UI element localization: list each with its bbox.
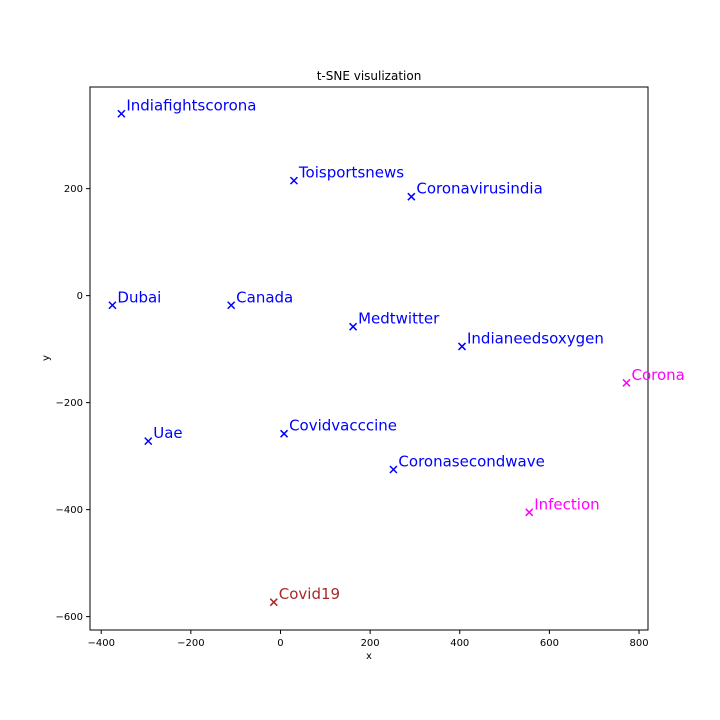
point-label: Toisportsnews (298, 164, 404, 182)
data-point: Coronavirusindia (407, 180, 543, 201)
data-point: Uae (144, 424, 183, 446)
point-label: Corona (631, 366, 684, 384)
x-marker (280, 429, 289, 438)
x-marker (227, 301, 236, 310)
plot-area (89, 86, 649, 631)
y-tick-label: 0 (77, 291, 83, 302)
data-point: Covidvacccine (280, 417, 397, 438)
x-tick-label: 200 (361, 638, 380, 649)
x-marker (389, 465, 398, 474)
x-axis-label: x (366, 651, 372, 662)
point-label: Coronasecondwave (398, 453, 544, 471)
x-tick-label: 600 (540, 638, 559, 649)
x-marker (289, 176, 298, 185)
data-point: Indianeedsoxygen (457, 329, 604, 351)
point-label: Covid19 (279, 585, 340, 603)
y-tick-label: −400 (56, 505, 83, 516)
point-label: Indianeedsoxygen (467, 329, 604, 347)
x-marker (117, 109, 126, 118)
point-label: Indiafightscorona (126, 97, 256, 115)
data-point: Coronasecondwave (389, 453, 545, 474)
x-tick-label: 0 (277, 638, 283, 649)
point-label: Covidvacccine (289, 417, 397, 435)
x-tick-label: 800 (629, 638, 648, 649)
x-marker (269, 598, 278, 607)
x-marker (457, 342, 467, 351)
x-tick-label: 400 (450, 638, 469, 649)
x-tick-label: −200 (177, 638, 204, 649)
point-label: Infection (534, 495, 599, 513)
y-axis-label: y (41, 355, 52, 361)
x-marker (407, 192, 416, 201)
x-marker (144, 437, 153, 446)
data-point: Dubai (108, 288, 161, 310)
data-point: Covid19 (269, 585, 340, 607)
y-tick-label: 200 (64, 184, 83, 195)
data-point: Indiafightscorona (117, 97, 256, 118)
data-point: Corona (622, 366, 685, 387)
scatter-points: Indiafightscorona Toisportsnews Coronaviru… (108, 97, 685, 607)
x-marker (525, 508, 534, 517)
x-marker (108, 301, 117, 310)
data-point: Canada (227, 288, 293, 310)
chart-title: t-SNE visulization (317, 69, 422, 83)
x-marker (349, 322, 358, 331)
point-label: Canada (236, 288, 293, 306)
data-point: Infection (525, 495, 600, 517)
x-tick-label: −400 (87, 638, 114, 649)
x-axis: −400 −200 0 200 400 600 800 (87, 630, 649, 649)
data-point: Toisportsnews (289, 164, 404, 185)
point-label: Dubai (117, 288, 161, 306)
y-tick-label: −200 (56, 398, 83, 409)
y-axis: −600 −400 −200 0 200 (56, 184, 90, 623)
y-tick-label: −600 (56, 612, 83, 623)
point-label: Uae (153, 424, 182, 442)
x-marker (622, 378, 631, 387)
point-label: Medtwitter (358, 310, 440, 328)
data-point: Medtwitter (349, 310, 440, 331)
point-label: Coronavirusindia (416, 180, 542, 198)
